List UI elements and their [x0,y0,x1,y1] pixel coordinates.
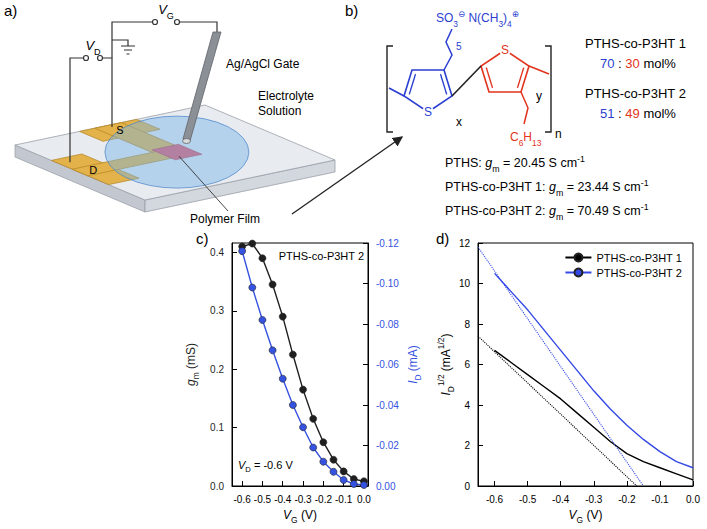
svg-text:0.0: 0.0 [686,494,700,505]
svg-text:2: 2 [464,440,470,451]
svg-text:m: m [191,372,201,379]
svg-text:b): b) [345,2,358,19]
svg-text:-0.5: -0.5 [254,494,272,505]
svg-text:): ) [439,334,453,338]
svg-text:8: 8 [464,319,470,330]
svg-text:PTHS-co-P3HT 2: PTHS-co-P3HT 2 [279,250,364,262]
svg-text:S: S [116,124,123,136]
svg-text:4: 4 [464,400,470,411]
svg-text:y: y [536,89,542,103]
svg-text:n: n [555,127,562,141]
svg-text:1/2: 1/2 [436,374,446,386]
svg-text:0.1: 0.1 [210,422,224,433]
svg-text:6: 6 [464,359,470,370]
svg-text:PTHS-co-P3HT 2: PTHS-co-P3HT 2 [585,86,686,101]
svg-text:Ag/AgCl Gate: Ag/AgCl Gate [226,57,300,71]
svg-text:0.4: 0.4 [210,247,224,258]
svg-text:g: g [184,379,198,386]
svg-text:SO3⊖ N(CH3)4⊕: SO3⊖ N(CH3)4⊕ [436,9,519,29]
svg-text:-0.2: -0.2 [618,494,636,505]
svg-text:-0.3: -0.3 [294,494,312,505]
svg-text:70 : 30 mol%: 70 : 30 mol% [600,56,676,71]
svg-text:-0.4: -0.4 [274,494,292,505]
svg-text:Electrolyte: Electrolyte [258,89,314,103]
svg-text:(mA: (mA [439,349,453,374]
svg-text:I: I [439,392,453,396]
svg-text:(mA): (mA) [406,345,420,374]
svg-text:PTHS-co-P3HT 2: PTHS-co-P3HT 2 [596,267,681,279]
svg-text:10: 10 [459,278,471,289]
svg-text:-0.1: -0.1 [651,494,669,505]
html-text:VD: VD [238,459,251,474]
svg-text:S: S [424,105,432,119]
svg-text:d): d) [436,230,449,247]
svg-text:-0.08: -0.08 [376,319,399,330]
html-text:VG: VG [568,508,584,525]
svg-text:-0.02: -0.02 [376,440,399,451]
svg-text:C6H13: C6H13 [510,130,542,148]
svg-text:-0.6: -0.6 [486,494,504,505]
svg-text:(mS): (mS) [184,343,198,372]
svg-text:0.0: 0.0 [357,494,371,505]
svg-text:-0.06: -0.06 [376,359,399,370]
svg-text:S: S [501,43,509,57]
svg-text:0.0: 0.0 [210,481,224,492]
svg-text:-0.5: -0.5 [519,494,537,505]
svg-text:-0.1: -0.1 [335,494,353,505]
svg-text:PTHS-co-P3HT 1: gm = 23.44 S c: PTHS-co-P3HT 1: gm = 23.44 S cm-1 [445,178,649,198]
html-text:VG: VG [283,508,298,525]
svg-text:Solution: Solution [258,104,301,118]
svg-text:-0.2: -0.2 [315,494,333,505]
svg-text:I: I [406,380,420,384]
svg-text:D: D [89,164,97,176]
svg-text:-0.10: -0.10 [376,278,399,289]
svg-text:-0.4: -0.4 [552,494,570,505]
svg-text:(V): (V) [583,508,602,522]
svg-text:-0.6: -0.6 [234,494,252,505]
svg-text:PTHS-co-P3HT 1: PTHS-co-P3HT 1 [585,36,686,51]
svg-text:a): a) [4,2,17,19]
svg-text:VD: VD [85,38,101,57]
svg-text:D: D [446,386,456,392]
svg-text:0: 0 [464,481,470,492]
svg-text:0.00: 0.00 [376,481,396,492]
svg-text:D: D [413,374,423,381]
svg-text:5: 5 [456,41,462,52]
svg-text:(V): (V) [298,508,317,522]
svg-text:0.3: 0.3 [210,305,224,316]
svg-text:VG: VG [158,2,174,21]
svg-text:-0.3: -0.3 [585,494,603,505]
svg-text:-0.12: -0.12 [376,238,399,249]
svg-text:51 : 49 mol%: 51 : 49 mol% [600,106,676,121]
svg-text:PTHS-co-P3HT 2: gm = 70.49 S c: PTHS-co-P3HT 2: gm = 70.49 S cm-1 [445,202,649,222]
svg-text:c): c) [196,230,209,247]
svg-text:1/2: 1/2 [436,337,446,349]
svg-text:12: 12 [459,238,471,249]
svg-text:-0.04: -0.04 [376,400,399,411]
svg-text:= -0.6 V: = -0.6 V [251,459,294,471]
svg-text:0.2: 0.2 [210,364,224,375]
svg-text:Polymer Film: Polymer Film [190,212,260,226]
svg-text:PTHS-co-P3HT 1: PTHS-co-P3HT 1 [596,252,681,264]
svg-text:PTHS: gm = 20.45 S cm-1: PTHS: gm = 20.45 S cm-1 [445,154,585,174]
svg-text:x: x [456,115,462,129]
